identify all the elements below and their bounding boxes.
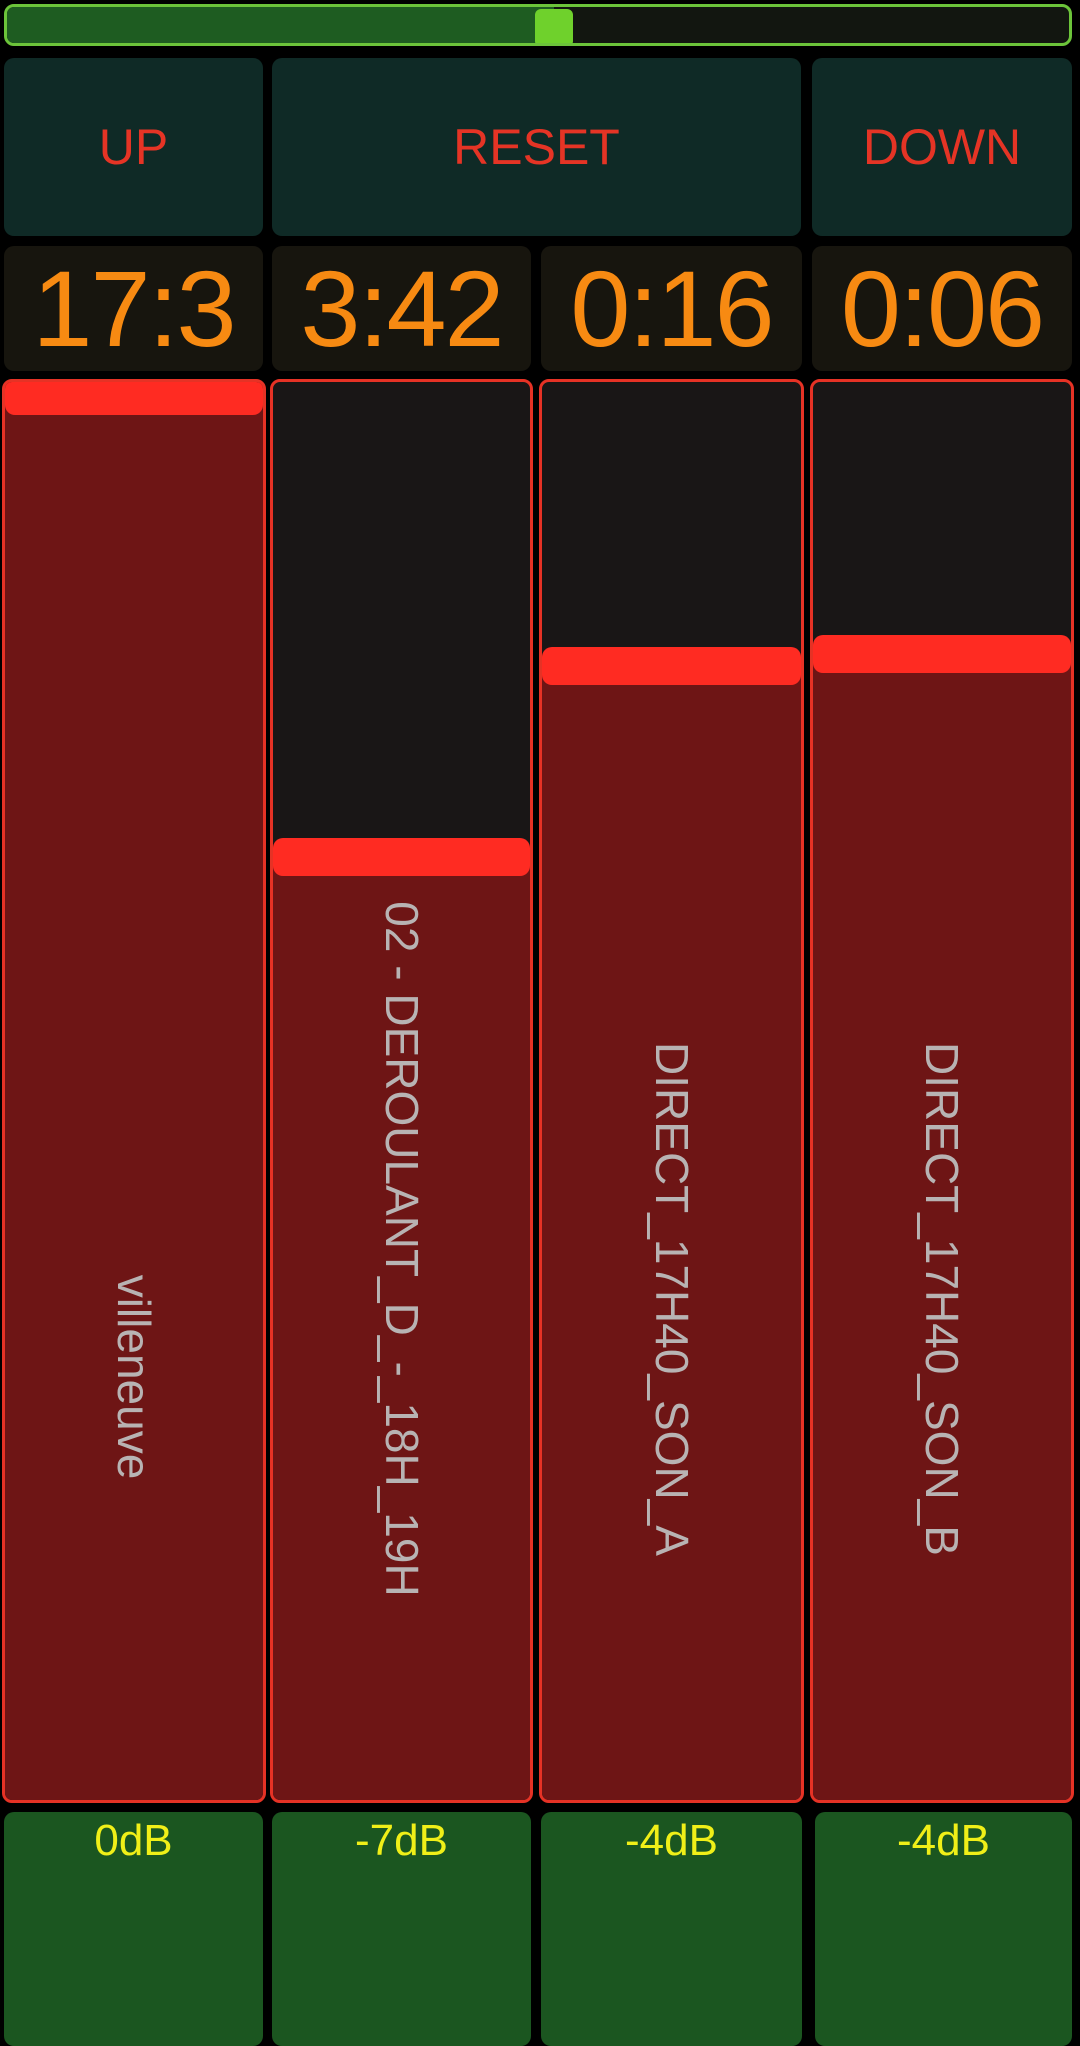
fader-level-fill (813, 654, 1071, 1800)
down-button[interactable]: DOWN (812, 58, 1072, 236)
db-button-4[interactable]: -4dB (815, 1812, 1072, 2046)
reset-button[interactable]: RESET (272, 58, 801, 236)
db-button-1[interactable]: 0dB (4, 1812, 263, 2046)
db-button-3[interactable]: -4dB (541, 1812, 802, 2046)
up-button[interactable]: UP (4, 58, 263, 236)
channel-fader-2[interactable]: 02 - DEROULANT_D_-_18H_19H (270, 379, 533, 1803)
channel-name-label: DIRECT_17H40_SON_B (916, 1042, 968, 1556)
fader-handle[interactable] (5, 382, 263, 416)
fader-level-fill (273, 857, 530, 1800)
fader-handle[interactable] (813, 635, 1071, 674)
channel-fader-4[interactable]: DIRECT_17H40_SON_B (810, 379, 1074, 1803)
fader-level-fill (542, 665, 801, 1800)
top-slider-thumb[interactable] (534, 9, 573, 43)
top-slider-fill (7, 7, 554, 43)
channel-fader-3[interactable]: DIRECT_17H40_SON_A (539, 379, 804, 1803)
channel-name-label: 02 - DEROULANT_D_-_18H_19H (375, 901, 428, 1597)
channel-name-label: DIRECT_17H40_SON_A (645, 1042, 698, 1556)
fader-level-fill (5, 396, 263, 1800)
time-display-2: 3:42 (272, 246, 531, 371)
time-display-3: 0:16 (541, 246, 802, 371)
db-button-2[interactable]: -7dB (272, 1812, 531, 2046)
fader-handle[interactable] (542, 646, 801, 685)
fader-handle[interactable] (273, 838, 530, 877)
time-display-1: 17:3 (4, 246, 263, 371)
channel-name-label: villeneuve (108, 1274, 160, 1480)
top-scroll-slider[interactable] (4, 4, 1072, 46)
time-display-4: 0:06 (812, 246, 1072, 371)
channel-fader-1[interactable]: villeneuve (2, 379, 266, 1803)
